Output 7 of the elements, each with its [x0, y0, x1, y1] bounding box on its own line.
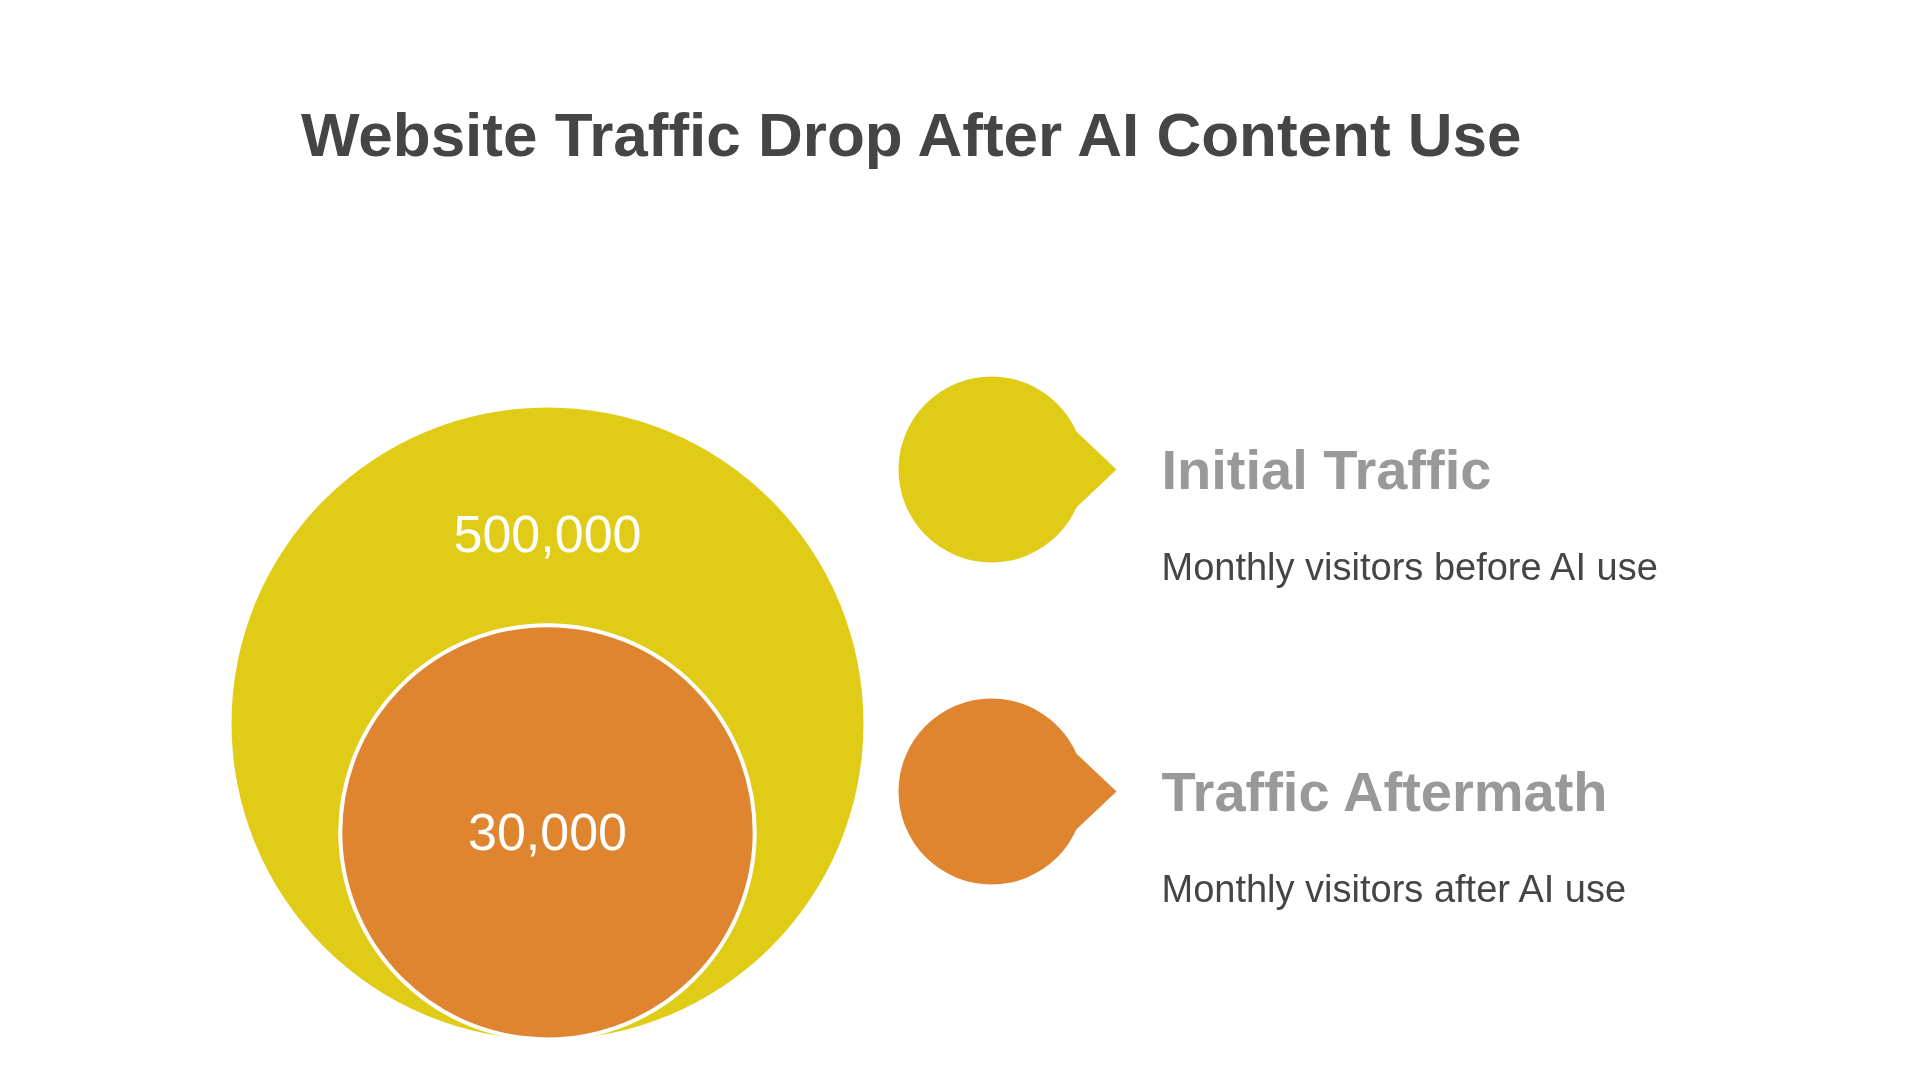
category-label: Traffic Aftermath: [1161, 760, 1608, 823]
category-label: Initial Traffic: [1161, 438, 1492, 501]
text: Monthly visitors after AI use: [1161, 867, 1627, 910]
data-label: 500,000: [453, 504, 642, 563]
text: Website Traffic Drop After AI Content Use: [300, 100, 1522, 169]
data-label: 30,000: [467, 803, 628, 862]
text: Monthly visitors before AI use: [1161, 545, 1658, 588]
